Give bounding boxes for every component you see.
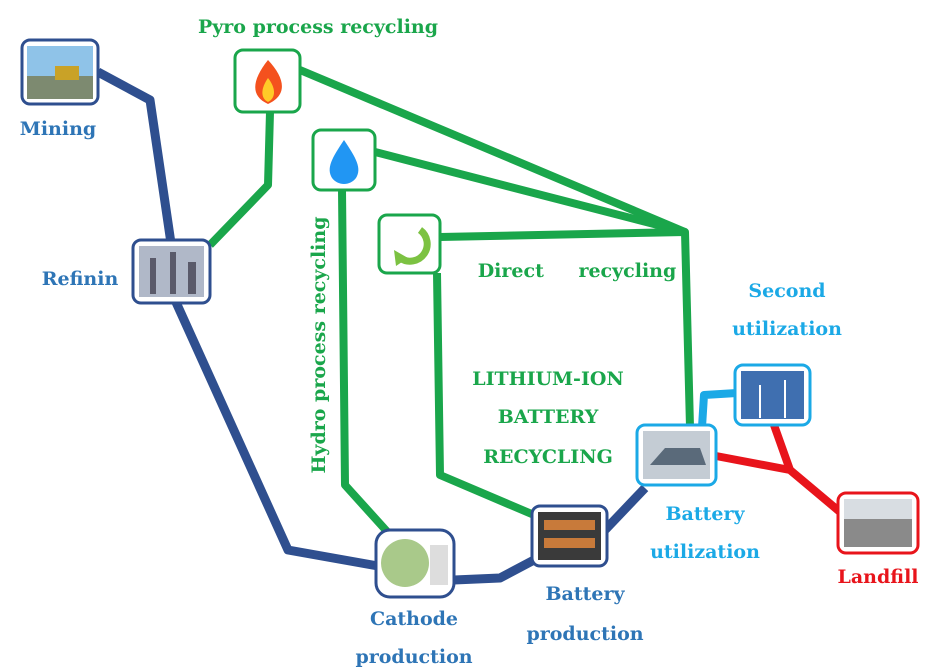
node-label: Landfill <box>837 566 918 588</box>
direct-label: Direct recycling <box>478 260 677 282</box>
battery-production-box <box>532 506 607 566</box>
connector <box>774 425 790 470</box>
node-label: utilization <box>650 541 760 563</box>
node-label: Mining <box>20 118 96 140</box>
node-label: Battery <box>665 503 745 525</box>
connector <box>437 273 534 515</box>
connector <box>210 112 270 245</box>
diagram: Pyro process recycling Hydro process rec… <box>0 0 929 670</box>
node-label: Cathode <box>370 608 458 630</box>
mining-box <box>22 40 98 104</box>
cathode-box <box>376 530 454 597</box>
hydro-box <box>313 130 375 190</box>
title: Pyro process recycling <box>198 16 438 38</box>
node-label: utilization <box>732 318 842 340</box>
connector <box>454 560 534 580</box>
pyro-box <box>235 50 300 112</box>
center-label: BATTERY <box>498 406 599 428</box>
second-utilization-box <box>735 365 810 425</box>
node-label: production <box>355 646 472 668</box>
connector <box>98 72 172 250</box>
battery-utilization-box <box>637 425 716 485</box>
center-label: RECYCLING <box>483 446 613 468</box>
node-label: Second <box>748 280 825 302</box>
node-label: production <box>526 623 643 645</box>
node-label: Refinin <box>42 268 119 290</box>
refining-box <box>133 240 210 303</box>
node-label: Battery <box>545 583 625 605</box>
connector <box>702 393 737 427</box>
landfill-box <box>838 493 918 553</box>
center-label: LITHIUM-ION <box>472 368 624 390</box>
direct-box <box>379 215 440 273</box>
connector <box>605 488 645 530</box>
hydro-label: Hydro process recycling <box>308 216 330 473</box>
